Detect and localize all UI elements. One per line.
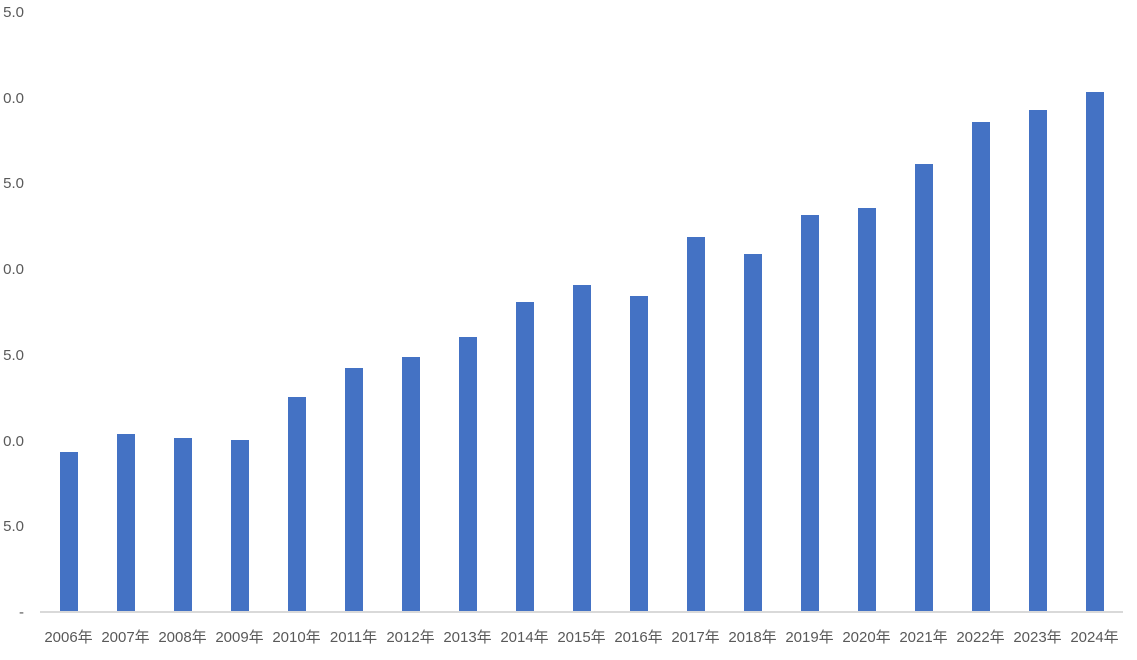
bar-column (439, 0, 496, 611)
x-axis-label: 2019年 (785, 629, 834, 646)
bar-column (667, 0, 724, 611)
bar-column (838, 0, 895, 611)
x-axis-label: 2017年 (671, 629, 720, 646)
bar (686, 237, 705, 611)
bar (743, 254, 762, 611)
x-axis-label: 2012年 (386, 629, 435, 646)
bar (572, 285, 591, 611)
bar (287, 396, 306, 611)
bar (629, 295, 648, 611)
y-axis-tick-label: 5.0 (3, 346, 24, 364)
bar (971, 122, 990, 611)
x-axis-label: 2011年 (329, 629, 378, 646)
y-axis-tick-label: 5.0 (3, 4, 24, 21)
x-axis-line (40, 611, 1123, 613)
x-axis-label: 2013年 (443, 629, 492, 646)
plot-area (40, 0, 1123, 611)
bar-column (496, 0, 553, 611)
x-axis-label: 2007年 (101, 629, 150, 646)
bar (401, 357, 420, 611)
bar-column (268, 0, 325, 611)
x-axis-label: 2009年 (215, 629, 264, 646)
bar (1085, 91, 1104, 611)
bar-column (154, 0, 211, 611)
bar-column (97, 0, 154, 611)
bar (800, 215, 819, 611)
bar-column (382, 0, 439, 611)
x-axis-label: 2015年 (557, 629, 606, 646)
y-axis-tick-label: 0.0 (3, 261, 24, 279)
bar-column (724, 0, 781, 611)
bar (59, 451, 78, 611)
x-axis-label: 2024年 (1070, 629, 1119, 646)
x-axis-label: 2022年 (956, 629, 1005, 646)
x-axis-labels: 2006年 2007年 2008年 2009年 2010年 2011年 2012年 2013年… (40, 627, 1123, 651)
x-axis-label: 2023年 (1013, 629, 1062, 646)
x-axis-label: 2016年 (614, 629, 663, 646)
x-axis-label: 2021年 (899, 629, 948, 646)
bar-column (781, 0, 838, 611)
y-axis-tick-label: 0.0 (3, 89, 24, 107)
bar-column (1009, 0, 1066, 611)
bar (914, 163, 933, 611)
y-axis-tick-label: - (19, 604, 24, 621)
bar (515, 302, 534, 611)
x-axis-label: 2006年 (44, 629, 93, 646)
bar (230, 439, 249, 611)
y-axis-tick-label: 5.0 (3, 518, 24, 536)
x-axis-label: 2014年 (500, 629, 549, 646)
bar-column (610, 0, 667, 611)
y-axis-tick-label: 5.0 (3, 175, 24, 193)
x-axis-label: 2020年 (842, 629, 891, 646)
bar-column (952, 0, 1009, 611)
y-axis-tick-label: 0.0 (3, 432, 24, 450)
x-axis-label: 2010年 (272, 629, 321, 646)
x-axis-label: 2018年 (728, 629, 777, 646)
bar-column (325, 0, 382, 611)
bar (1028, 110, 1047, 611)
bar (173, 437, 192, 611)
bar-column (1066, 0, 1123, 611)
bar-column (40, 0, 97, 611)
bar-column (895, 0, 952, 611)
bar (344, 367, 363, 611)
bar-column (211, 0, 268, 611)
bar (857, 208, 876, 611)
bar (116, 434, 135, 611)
bar-column (553, 0, 610, 611)
bar (458, 336, 477, 611)
x-axis-label: 2008年 (158, 629, 207, 646)
